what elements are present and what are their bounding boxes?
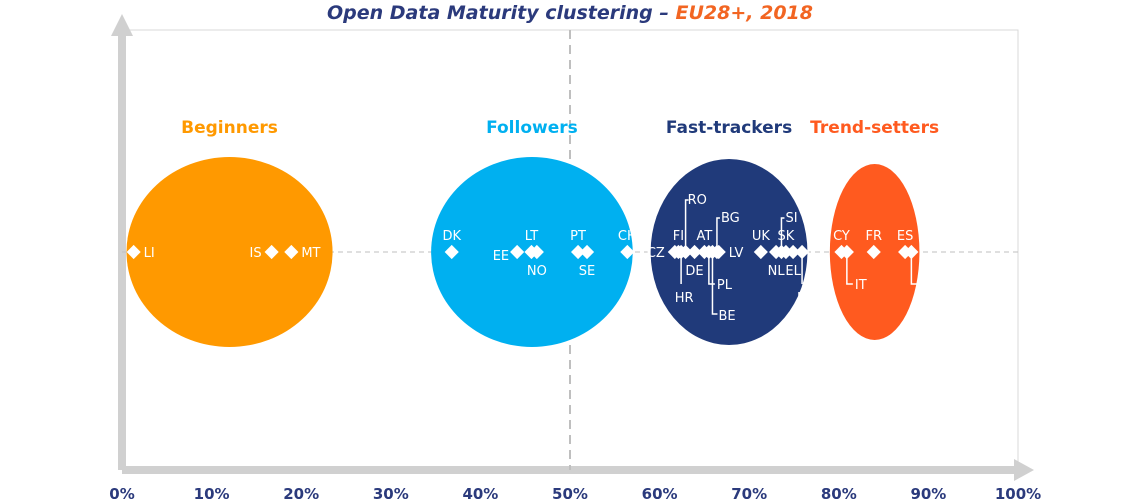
point-leader-line (684, 199, 689, 248)
point-leader-line (780, 217, 785, 248)
data-point (620, 244, 635, 260)
x-tick-label: 40% (462, 485, 498, 500)
point-label: ES (897, 229, 913, 244)
data-point (778, 244, 794, 260)
point-label: SE (579, 264, 595, 279)
point-label: CZ (647, 246, 665, 261)
point-label: SK (778, 229, 795, 244)
point-label: LU (797, 291, 813, 306)
point-label: MT (301, 246, 320, 261)
point-leader-line (846, 256, 853, 285)
point-label: BG (721, 211, 740, 226)
data-point (678, 244, 693, 260)
data-point (264, 244, 279, 260)
point-label: FR (865, 229, 882, 244)
data-point (904, 244, 919, 260)
cluster-label: Beginners (181, 118, 278, 138)
point-label: IS (250, 246, 262, 261)
x-tick-label: 70% (731, 485, 767, 500)
data-point (570, 244, 586, 260)
x-tick-label: 20% (283, 485, 319, 500)
data-point (794, 244, 810, 260)
point-label: IT (855, 278, 867, 293)
data-point (444, 244, 459, 260)
point-leader-line (910, 256, 918, 285)
point-label: CH (618, 229, 637, 244)
x-tick-label: 10% (194, 485, 230, 500)
x-tick-label: 0% (109, 485, 134, 500)
chart-title-accent: EU28+, 2018 (675, 2, 813, 24)
data-point (284, 244, 299, 260)
point-label: FI (673, 229, 684, 244)
data-point (786, 244, 801, 260)
point-label: EL (785, 264, 801, 279)
y-axis-arrow (111, 14, 133, 36)
data-point (753, 244, 768, 260)
point-label: BE (718, 309, 735, 324)
x-tick-label: 100% (995, 485, 1041, 500)
point-leader-line (711, 256, 718, 315)
point-label: LI (144, 246, 155, 261)
point-label: AT (696, 229, 712, 244)
point-label: IE (919, 278, 931, 293)
point-label: RO (688, 193, 707, 208)
x-tick-label: 80% (821, 485, 857, 500)
point-label: PL (717, 278, 733, 293)
point-label: UK (752, 229, 771, 244)
cluster-label: Followers (486, 118, 578, 138)
point-label: EE (493, 249, 509, 264)
data-point (126, 244, 141, 260)
cluster-ellipse (126, 157, 333, 347)
point-label: DK (442, 229, 461, 244)
x-tick-label: 50% (552, 485, 588, 500)
point-label: DE (685, 264, 703, 279)
point-label: HR (675, 291, 694, 306)
data-point (510, 244, 525, 260)
data-point (866, 244, 881, 260)
point-label: LT (525, 229, 538, 244)
data-point (687, 244, 702, 260)
chart-title-main: Open Data Maturity clustering – (327, 2, 676, 24)
point-label: LV (729, 246, 744, 261)
point-label: CY (833, 229, 850, 244)
data-point (579, 244, 595, 260)
point-label: NO (527, 264, 547, 279)
point-leader-line (716, 217, 720, 248)
cluster-label: Fast-trackers (666, 118, 792, 138)
cluster-label: Trend-setters (810, 118, 939, 138)
x-tick-label: 30% (373, 485, 409, 500)
point-label: NL (768, 264, 786, 279)
data-point (839, 244, 854, 260)
point-label: PT (570, 229, 586, 244)
cluster-ellipse (650, 159, 808, 345)
data-point (529, 244, 544, 260)
plot-frame (122, 29, 1019, 470)
data-point (711, 244, 726, 260)
x-axis-arrow (1014, 459, 1034, 481)
x-tick-label: 60% (642, 485, 678, 500)
chart-title: Open Data Maturity clustering – EU28+, 2… (0, 2, 1140, 24)
x-tick-label: 90% (910, 485, 946, 500)
point-label: SI (785, 211, 797, 226)
